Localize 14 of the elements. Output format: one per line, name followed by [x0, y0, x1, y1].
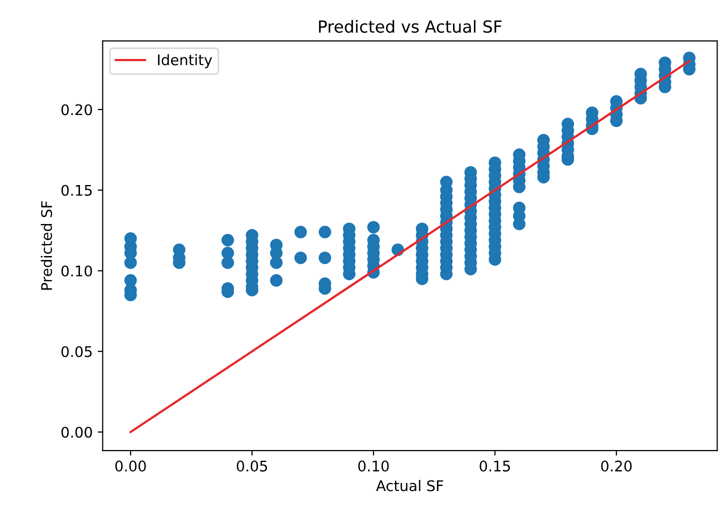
chart-title: Predicted vs Actual SF	[319, 20, 502, 33]
x-tick-label: 0.10	[358, 460, 389, 472]
x-tick-label: 0.00	[115, 460, 146, 472]
x-tick-label: 0.05	[236, 460, 268, 472]
y-tick-label: 0.00	[61, 426, 92, 438]
y-tick-label: 0.05	[61, 346, 92, 358]
x-tick-label: 0.20	[601, 460, 632, 472]
y-tick-label: 0.10	[61, 265, 92, 277]
x-tick-label: 0.15	[480, 460, 510, 472]
y-tick-label: 0.20	[61, 104, 92, 116]
y-axis-title: Predicted SF	[40, 201, 52, 290]
x-axis-title: Actual SF	[376, 480, 444, 492]
y-tick-label: 0.15	[61, 184, 92, 196]
legend-label: Identity	[158, 54, 212, 68]
